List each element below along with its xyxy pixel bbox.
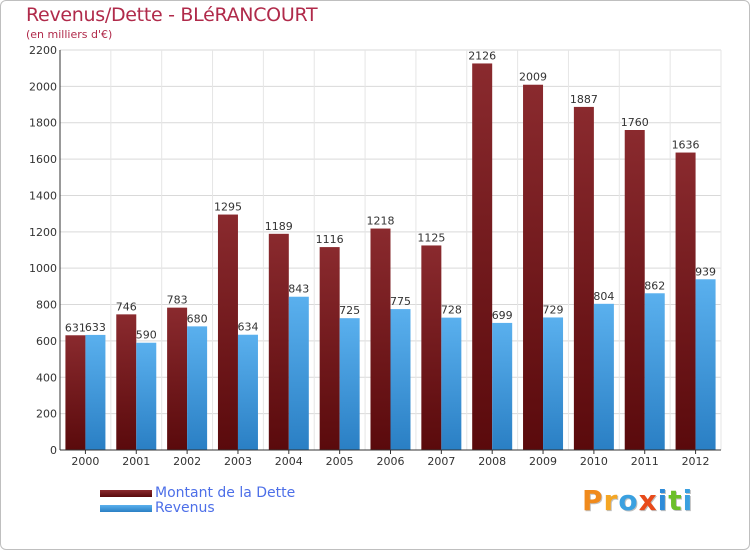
y-tick-label: 2200: [29, 44, 57, 57]
y-tick-label: 1200: [29, 226, 57, 239]
bar-revenus: [441, 317, 462, 450]
y-tick-label: 600: [36, 335, 57, 348]
x-tick-label: 2003: [224, 455, 252, 468]
bar-revenus: [593, 303, 614, 450]
bar-revenus: [136, 342, 157, 450]
x-tick-label: 2005: [326, 455, 354, 468]
bar-dette: [523, 84, 544, 451]
bar-dette: [573, 106, 594, 450]
data-label-revenus: 680: [187, 312, 208, 325]
x-tick-label: 2010: [580, 455, 608, 468]
data-label-revenus: 804: [593, 290, 614, 303]
bar-revenus: [187, 326, 208, 450]
y-tick-label: 200: [36, 408, 57, 421]
legend-swatch-dette: [100, 490, 152, 497]
data-label-dette: 631: [65, 321, 86, 334]
data-label-revenus: 939: [695, 265, 716, 278]
legend-label-revenus: Revenus: [155, 500, 215, 516]
y-tick-label: 800: [36, 299, 57, 312]
x-tick-label: 2009: [529, 455, 557, 468]
bar-revenus: [492, 322, 513, 450]
data-label-revenus: 590: [136, 329, 157, 342]
legend-swatch-revenus: [100, 505, 152, 512]
proxiti-logo: Proxiti: [582, 484, 694, 517]
bar-revenus: [390, 309, 411, 450]
y-tick-label: 1000: [29, 262, 57, 275]
x-tick-label: 2000: [71, 455, 99, 468]
data-label-dette: 1887: [570, 93, 598, 106]
data-label-revenus: 699: [492, 309, 513, 322]
legend-label-dette: Montant de la Dette: [155, 485, 296, 501]
bar-revenus: [543, 317, 564, 450]
data-label-dette: 1116: [316, 233, 344, 246]
bar-revenus: [695, 279, 716, 450]
bar-dette: [675, 152, 696, 450]
bar-dette: [370, 228, 391, 450]
x-tick-label: 2011: [631, 455, 659, 468]
x-tick-label: 2008: [478, 455, 506, 468]
data-label-dette: 1189: [265, 220, 293, 233]
y-tick-label: 0: [50, 444, 57, 457]
bar-dette: [65, 335, 86, 450]
y-tick-label: 2000: [29, 80, 57, 93]
data-label-revenus: 725: [339, 304, 360, 317]
bar-revenus: [644, 293, 665, 450]
data-label-dette: 1636: [672, 139, 700, 152]
data-label-revenus: 775: [390, 295, 411, 308]
data-label-dette: 2009: [519, 71, 547, 84]
bar-dette: [116, 314, 137, 450]
data-label-dette: 746: [116, 300, 137, 313]
y-tick-label: 400: [36, 371, 57, 384]
bar-dette: [217, 214, 238, 450]
bar-revenus: [85, 334, 106, 450]
bar-revenus: [339, 318, 360, 450]
bar-dette: [624, 130, 645, 450]
data-label-revenus: 728: [441, 304, 462, 317]
x-tick-label: 2004: [275, 455, 303, 468]
x-tick-label: 2001: [122, 455, 150, 468]
data-label-revenus: 633: [85, 321, 106, 334]
chart-subtitle: (en milliers d'€): [26, 28, 113, 41]
data-label-dette: 1760: [621, 116, 649, 129]
y-tick-label: 1600: [29, 153, 57, 166]
y-tick-label: 1800: [29, 117, 57, 130]
data-label-dette: 1218: [367, 215, 395, 228]
bar-dette: [319, 247, 340, 450]
x-tick-label: 2002: [173, 455, 201, 468]
x-tick-label: 2007: [427, 455, 455, 468]
bar-revenus: [288, 296, 309, 450]
bar-dette: [421, 245, 442, 450]
data-label-dette: 1295: [214, 201, 242, 214]
data-label-dette: 783: [167, 294, 188, 307]
x-tick-label: 2012: [682, 455, 710, 468]
chart-title: Revenus/Dette - BLéRANCOURT: [26, 4, 318, 26]
bar-dette: [167, 307, 188, 450]
bar-dette: [472, 63, 493, 451]
bar-dette: [268, 233, 289, 450]
data-label-dette: 1125: [417, 231, 445, 244]
y-tick-label: 1400: [29, 189, 57, 202]
x-tick-label: 2006: [377, 455, 405, 468]
data-label-revenus: 729: [543, 303, 564, 316]
data-label-dette: 2126: [468, 49, 496, 62]
data-label-revenus: 843: [288, 283, 309, 296]
data-label-revenus: 862: [644, 279, 665, 292]
bar-revenus: [237, 334, 258, 450]
data-label-revenus: 634: [237, 321, 258, 334]
